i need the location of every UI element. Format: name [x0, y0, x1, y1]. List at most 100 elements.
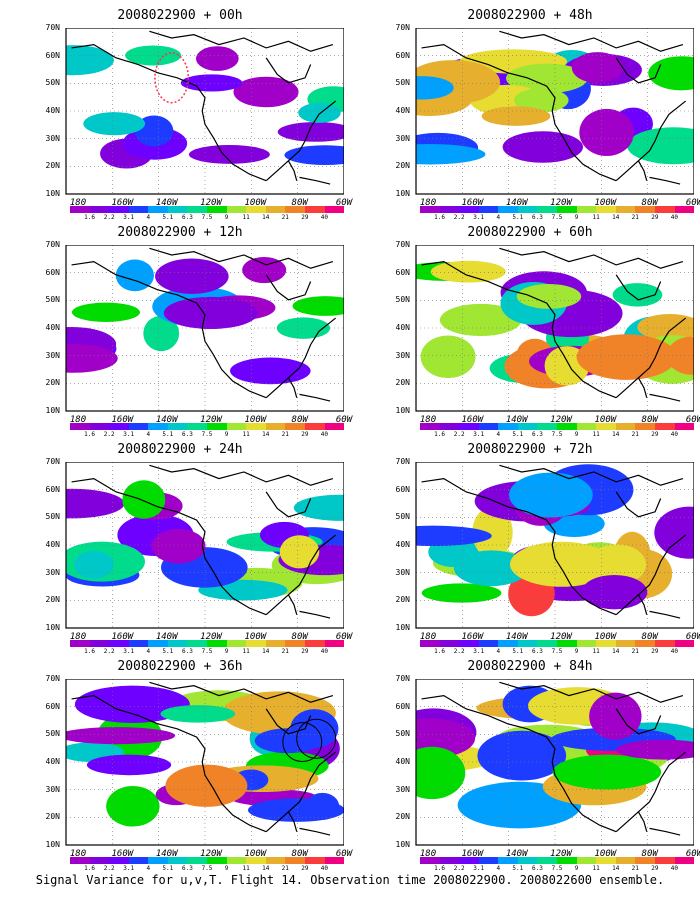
colorbar-label: 6.3 — [532, 214, 543, 221]
colorbar-label: 3.1 — [123, 214, 135, 221]
map-panel: 2008022900 + 00h 70N 60N 50N 40N 30N 20N 10N 180… — [30, 8, 353, 221]
colorbar-label: 5.1 — [162, 865, 174, 872]
colorbar-label: 9 — [224, 865, 229, 872]
variance-contour — [477, 730, 567, 781]
latitude-label: 60N — [395, 701, 410, 711]
coastline — [299, 176, 331, 185]
colorbar-label: 3.1 — [473, 648, 485, 655]
longitude-label: 120W — [550, 198, 572, 208]
coastline — [265, 274, 312, 301]
variance-contour — [552, 754, 662, 790]
colorbar-swatch — [148, 206, 168, 213]
variance-contour — [292, 296, 344, 316]
colorbar-swatch — [576, 640, 597, 647]
colorbar-swatch — [420, 206, 440, 213]
longitude-label: 140W — [155, 849, 178, 859]
observation-region-marker — [154, 52, 190, 104]
latitude-label: 30N — [45, 784, 60, 794]
colorbar-label: 2.2 — [453, 648, 465, 655]
latitude-label: 70N — [395, 674, 410, 683]
variance-contour — [298, 102, 341, 123]
colorbar-label: 14 — [612, 648, 620, 655]
colorbar-swatch — [265, 640, 286, 647]
latitude-label: 70N — [45, 674, 60, 683]
colorbar-label: 40 — [320, 214, 329, 221]
longitude-label: 80W — [291, 849, 308, 859]
colorbar-swatch — [285, 857, 305, 864]
colorbar-label: 11 — [242, 431, 250, 438]
variance-contour — [195, 46, 239, 71]
longitude-label: 80W — [641, 198, 658, 208]
longitude-label: 160W — [111, 198, 134, 208]
colorbar-label: 21 — [631, 648, 639, 655]
colorbar-label: 5.1 — [162, 648, 174, 655]
coastline — [637, 377, 648, 398]
variance-contour — [254, 728, 321, 754]
latitude-label: 20N — [45, 812, 60, 822]
colorbar-label: 7.5 — [201, 214, 213, 221]
variance-contour — [66, 45, 114, 76]
longitude-label: 80W — [641, 632, 658, 642]
latitude-label: 40N — [45, 540, 60, 549]
variance-contour — [71, 302, 141, 322]
longitude-label: 120W — [550, 415, 572, 425]
colorbar-swatch — [517, 640, 538, 647]
coastline — [421, 43, 617, 182]
colorbar-swatch — [537, 857, 558, 864]
colorbar-label: 21 — [281, 214, 289, 221]
colorbar-label: 1.6 — [84, 648, 95, 655]
colorbar-label: 6.3 — [532, 431, 543, 438]
variance-map — [415, 245, 694, 412]
latitude-label: 20N — [395, 812, 410, 822]
colorbar-label: 4 — [496, 648, 501, 655]
coastline — [615, 274, 662, 301]
longitude-label: 140W — [505, 632, 528, 642]
colorbar-swatch — [615, 640, 636, 647]
latitude-label: 70N — [395, 23, 410, 32]
latitude-label: 10N — [395, 623, 410, 632]
longitude-label: 60W — [685, 415, 700, 425]
colorbar-label: 21 — [631, 214, 639, 221]
variance-contour — [233, 76, 299, 108]
latitude-label: 10N — [45, 840, 60, 849]
colorbar-swatch — [498, 857, 518, 864]
colorbar-swatch — [498, 423, 518, 430]
variance-contour — [86, 754, 172, 776]
latitude-label: 40N — [395, 540, 410, 549]
colorbar-swatch — [537, 206, 558, 213]
variance-contour — [637, 313, 694, 341]
colorbar-swatch — [439, 640, 460, 647]
colorbar-swatch — [207, 857, 227, 864]
latitude-label: 20N — [45, 161, 60, 171]
longitude-label: 140W — [155, 198, 178, 208]
variance-contour — [293, 494, 344, 521]
colorbar-swatch — [615, 423, 636, 430]
colorbar-swatch — [167, 423, 188, 430]
colorbar-swatch — [517, 857, 538, 864]
colorbar-swatch — [285, 640, 305, 647]
longitude-label: 180 — [419, 849, 437, 859]
longitude-label: 180 — [69, 198, 87, 208]
colorbar-label: 1.6 — [84, 214, 95, 221]
colorbar-label: 11 — [592, 865, 600, 872]
colorbar-label: 6.3 — [532, 648, 543, 655]
colorbar-swatch — [226, 206, 247, 213]
variance-contour — [648, 56, 694, 91]
colorbar-swatch — [324, 206, 345, 213]
colorbar-label: 4 — [146, 431, 151, 438]
coastline — [287, 377, 298, 398]
longitude-label: 120W — [200, 849, 222, 859]
coastline — [615, 317, 687, 399]
coastline — [287, 160, 298, 181]
colorbar-label: 2.2 — [453, 214, 465, 221]
coastline — [637, 160, 648, 181]
variance-contour — [416, 144, 486, 165]
latitude-label: 40N — [395, 106, 410, 115]
colorbar — [420, 857, 695, 864]
colorbar-swatch — [517, 206, 538, 213]
colorbar-label: 14 — [612, 431, 620, 438]
colorbar-swatch — [420, 640, 440, 647]
colorbar-label: 6.3 — [182, 214, 193, 221]
colorbar-swatch — [654, 423, 675, 430]
map-frame — [415, 28, 694, 195]
